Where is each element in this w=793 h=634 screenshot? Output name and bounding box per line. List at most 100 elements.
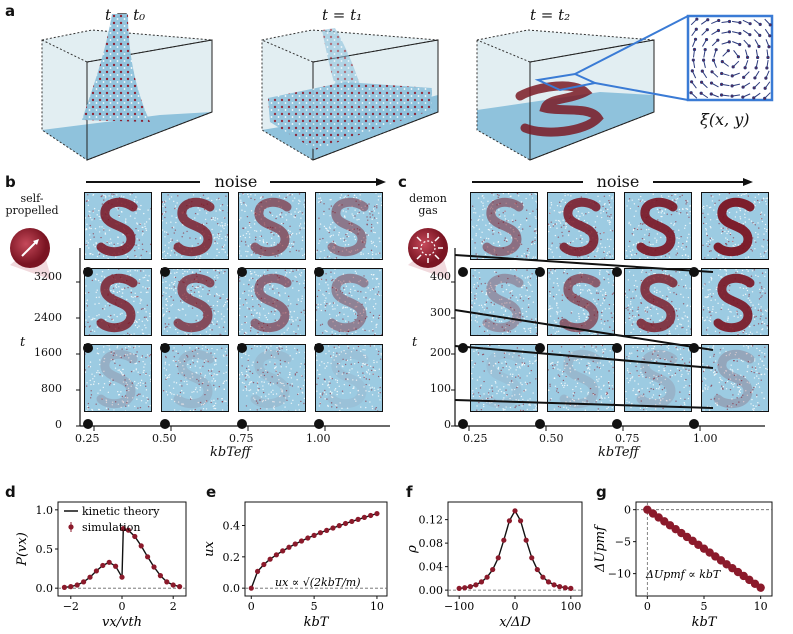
x-axis-label: kbT [304,615,330,630]
field-arrow-head [753,97,755,99]
y-tick-label: 0.4 [223,520,241,533]
y-tick-label: −5 [615,536,631,549]
field-arrow-head [705,38,707,40]
y-tick-label: 1.0 [36,504,54,517]
data-point [312,533,317,538]
field-arrow-head [720,94,722,96]
trajectory-line [455,310,713,350]
data-point [355,517,360,522]
data-point [337,523,342,528]
time-marker [689,419,699,429]
field-arrow-head [764,97,766,99]
x-tick-label: 5 [311,600,318,613]
x-axis-label: x/ΔD [499,615,531,630]
data-point [158,573,163,578]
x-tick-label: −100 [444,600,474,613]
xtick-b-2: 0.75 [229,432,254,445]
x-tick-label: 0 [644,600,651,613]
field-arrow-head [739,43,741,45]
series-line [459,511,571,589]
data-point [113,564,118,569]
y-tick-label: 0.0 [36,582,54,595]
y-label-c: t [412,335,417,350]
y-tick-label: 0.00 [419,584,444,597]
data-point [535,567,540,572]
data-point [132,534,137,539]
x-tick-label: 10 [754,600,768,613]
ytick-c-4: 0 [444,418,451,431]
data-point [524,538,529,543]
xtick-b-3: 1.00 [306,432,331,445]
time-marker [612,419,622,429]
data-point [457,586,462,591]
data-point [362,515,367,520]
field-arrow-head [731,75,733,77]
data-point [330,525,335,530]
time-marker [535,419,545,429]
field-arrow-head [693,48,695,50]
field-arrow-head [753,87,755,89]
data-point [107,560,112,565]
ytick-c-3: 100 [430,382,451,395]
y-axis-label: ΔUpmf [593,524,608,573]
axes-b [0,180,393,480]
time-marker [458,267,468,277]
field-arrow-head [718,19,720,21]
field-arrow-head [691,81,693,83]
x-tick-label: 100 [560,600,581,613]
data-point [468,584,473,589]
ytick-b-2: 1600 [34,346,62,359]
panel-a-boxes [0,0,793,170]
field-arrow-head [767,56,769,58]
data-point [68,584,73,589]
data-point [490,567,495,572]
field-arrow-head [710,93,712,95]
data-point [324,528,329,533]
xtick-b-1: 0.50 [152,432,177,445]
annotation: ux ∝ √(2kbT/m) [275,576,361,589]
data-point [479,579,484,584]
data-point [87,575,92,580]
field-arrow-head [715,49,717,51]
data-point [119,575,124,580]
ytick-b-1: 2400 [34,311,62,324]
field-arrow-head [748,45,750,47]
field-arrow-head [759,34,761,36]
trajectory-line [455,346,713,368]
data-point [496,555,501,560]
time-marker [160,267,170,277]
field-arrow-head [692,59,694,61]
field-arrow-head [700,92,702,94]
chart-d: −2 0 2 0.0 0.5 1.0 vx/vth P(vx) kinetic theory si… [15,502,186,630]
data-point [512,508,517,513]
data-point [100,563,105,568]
data-point [540,575,545,580]
data-point [546,579,551,584]
field-arrow-head [710,82,712,84]
time-marker [237,343,247,353]
legend-label: kinetic theory [82,505,160,518]
data-point [164,579,169,584]
chart-g: 0 5 10 0 −5 −10 kbT ΔUpmf ΔUpmf ∝ kbT [593,502,772,630]
y-tick-label: 0 [624,504,631,517]
ytick-b-0: 3200 [34,270,62,283]
field-arrow-head [769,35,771,37]
x-axis-label: vx/vth [102,615,142,630]
bottom-charts: −2 0 20.00.51.0vx/vthP(vx)kinetic theorysi… [0,480,793,634]
field-arrow-head [769,24,771,26]
y-tick-label: 0.12 [419,514,444,527]
x-axis-label: kbT [692,615,718,630]
field-arrow-head [728,20,730,22]
xtick-b-0: 0.25 [75,432,100,445]
data-point [293,541,298,546]
time-marker [535,343,545,353]
y-tick-label: 0.04 [419,561,444,574]
y-axis-label: ux [202,540,217,556]
data-point [299,538,304,543]
field-arrow-head [690,92,692,94]
time-marker [83,267,93,277]
time-marker [458,419,468,429]
field-arrow-head [749,23,751,25]
ytick-c-0: 400 [430,270,451,283]
y-axis-label: ρ [405,545,420,554]
